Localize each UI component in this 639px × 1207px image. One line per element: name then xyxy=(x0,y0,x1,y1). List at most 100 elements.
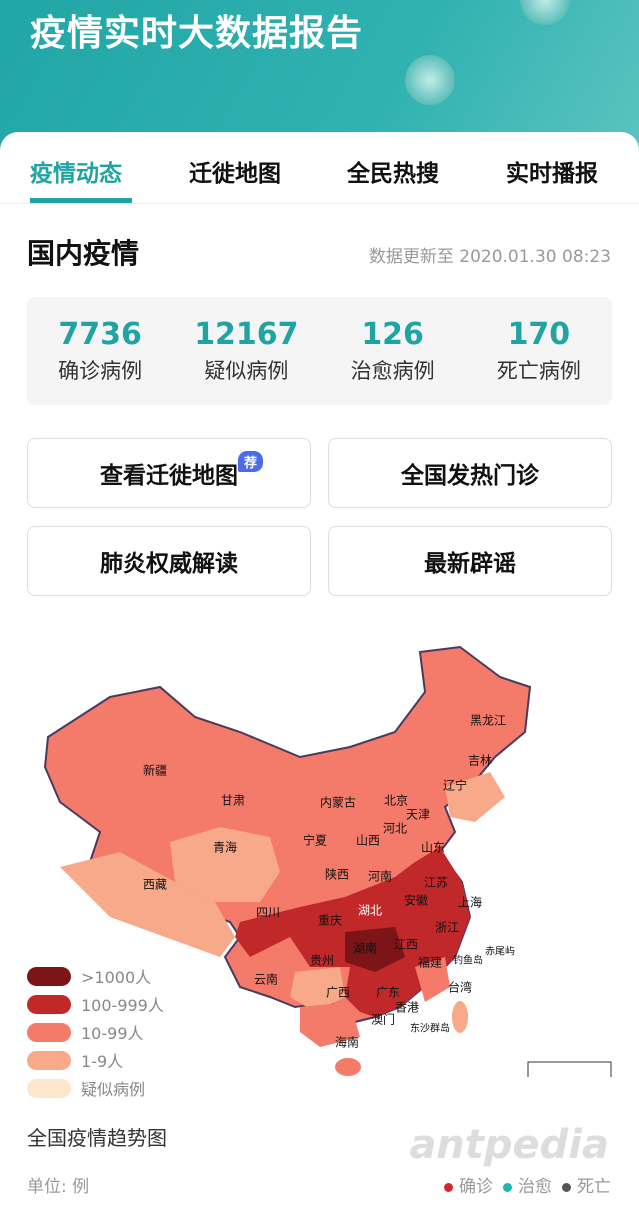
stat-value: 12167 xyxy=(194,317,299,352)
tab-migration-map[interactable]: 迁徙地图 xyxy=(189,161,281,187)
province-label[interactable]: 天津 xyxy=(405,807,431,822)
stat-deaths: 170 死亡病例 xyxy=(466,297,612,405)
legend-swatch xyxy=(27,1050,71,1070)
tab-epidemic[interactable]: 疫情动态 xyxy=(30,161,122,187)
region-jilin xyxy=(445,772,505,822)
tab-hot-search[interactable]: 全民热搜 xyxy=(347,161,439,187)
province-label[interactable]: 河南 xyxy=(367,869,393,884)
province-label[interactable]: 四川 xyxy=(255,905,281,920)
province-label[interactable]: 贵州 xyxy=(309,953,335,968)
legend-swatch xyxy=(27,1022,71,1042)
province-label[interactable]: 钓鱼岛 xyxy=(453,955,483,967)
region-qinghai xyxy=(170,827,280,902)
south-china-sea-inset xyxy=(527,1061,612,1077)
province-label[interactable]: 宁夏 xyxy=(302,833,328,848)
province-label[interactable]: 广东 xyxy=(375,985,401,1000)
watermark-logo: antpedia xyxy=(409,1122,609,1168)
stat-cured: 126 治愈病例 xyxy=(320,297,466,405)
stat-label: 治愈病例 xyxy=(350,359,435,383)
stat-label: 确诊病例 xyxy=(58,359,143,383)
china-map[interactable]: 黑龙江吉林辽宁 新疆甘肃 内蒙古 北京 天津 河北 山西 宁夏 青海 山东西藏 陕西 河南 江苏 上海 安徽… xyxy=(0,637,639,1077)
province-label[interactable]: 山西 xyxy=(355,833,381,848)
pneumonia-guide-button[interactable]: 肺炎权威解读 xyxy=(27,526,311,596)
button-label: 肺炎权威解读 xyxy=(100,551,238,577)
region-guizhou xyxy=(290,967,345,1012)
province-label[interactable]: 福建 xyxy=(417,955,443,970)
stat-value: 126 xyxy=(361,317,424,352)
province-label[interactable]: 陕西 xyxy=(324,867,350,882)
stat-label: 死亡病例 xyxy=(496,359,581,383)
series-deaths[interactable]: 死亡 xyxy=(562,1172,611,1197)
province-label[interactable]: 重庆 xyxy=(317,913,343,928)
province-label[interactable]: 台湾 xyxy=(447,980,473,995)
province-label[interactable]: 江苏 xyxy=(423,875,449,890)
stat-value: 170 xyxy=(507,317,571,352)
province-label[interactable]: 上海 xyxy=(457,895,483,910)
province-label[interactable]: 甘肃 xyxy=(220,793,246,808)
province-label[interactable]: 赤尾屿 xyxy=(485,946,515,958)
province-label[interactable]: 黑龙江 xyxy=(469,713,507,728)
province-label[interactable]: 辽宁 xyxy=(442,778,468,793)
legend-item: 疑似病例 xyxy=(27,1074,164,1102)
series-confirmed[interactable]: 确诊 xyxy=(444,1172,493,1197)
region-xizang xyxy=(60,852,235,957)
legend-item: 1-9人 xyxy=(27,1046,164,1074)
province-label[interactable]: 吉林 xyxy=(467,753,493,768)
province-label[interactable]: 安徽 xyxy=(403,893,429,908)
tab-live[interactable]: 实时播报 xyxy=(506,161,598,187)
map-legend: >1000人 100-999人 10-99人 1-9人 疑似病例 xyxy=(27,962,164,1102)
province-label[interactable]: 浙江 xyxy=(434,920,460,935)
legend-label: >1000人 xyxy=(81,968,152,987)
update-time: 数据更新至 2020.01.30 08:23 xyxy=(368,247,611,267)
legend-label: 疑似病例 xyxy=(81,1080,146,1099)
province-label[interactable]: 广西 xyxy=(325,985,351,1000)
stats-panel: 7736 确诊病例 12167 疑似病例 126 治愈病例 170 死亡病例 xyxy=(27,297,612,405)
province-label[interactable]: 澳门 xyxy=(370,1012,396,1027)
trend-unit: 单位: 例 xyxy=(27,1177,90,1197)
province-label[interactable]: 河北 xyxy=(382,821,408,836)
stat-label: 疑似病例 xyxy=(204,359,289,383)
trend-legend: 确诊 治愈 死亡 xyxy=(444,1172,611,1197)
button-label: 全国发热门诊 xyxy=(401,463,539,489)
province-label[interactable]: 山东 xyxy=(420,840,446,855)
legend-item: 10-99人 xyxy=(27,1018,164,1046)
button-label: 最新辟谣 xyxy=(424,551,516,577)
province-label[interactable]: 西藏 xyxy=(142,877,168,892)
province-label[interactable]: 东沙群岛 xyxy=(410,1023,450,1035)
legend-swatch xyxy=(27,1078,71,1098)
recommended-badge: 荐 xyxy=(238,451,264,472)
province-label[interactable]: 湖南 xyxy=(352,941,378,956)
province-label[interactable]: 海南 xyxy=(334,1035,360,1050)
province-label[interactable]: 青海 xyxy=(212,840,238,855)
map-shapes xyxy=(43,645,612,1077)
virus-icon xyxy=(405,55,455,105)
legend-item: >1000人 xyxy=(27,962,164,990)
region-guangxi xyxy=(300,1002,360,1047)
region-hubei xyxy=(345,927,405,972)
virus-icon xyxy=(520,0,570,25)
province-label[interactable]: 香港 xyxy=(394,1000,420,1015)
province-label[interactable]: 新疆 xyxy=(142,763,168,778)
legend-label: 100-999人 xyxy=(81,996,164,1015)
content-card: 疫情动态 迁徙地图 全民热搜 实时播报 国内疫情 数据更新至 2020.01.3… xyxy=(0,132,639,1207)
province-label[interactable]: 江西 xyxy=(393,937,419,952)
tab-bar: 疫情动态 迁徙地图 全民热搜 实时播报 xyxy=(0,132,639,204)
legend-label: 1-9人 xyxy=(81,1052,124,1071)
migration-map-button[interactable]: 查看迁徙地图荐 xyxy=(27,438,311,508)
region-taiwan xyxy=(452,1001,468,1033)
active-tab-indicator xyxy=(30,198,132,203)
legend-swatch xyxy=(27,966,71,986)
province-label[interactable]: 内蒙古 xyxy=(319,795,357,810)
legend-item: 100-999人 xyxy=(27,990,164,1018)
page-title: 疫情实时大数据报告 xyxy=(30,13,364,54)
province-label[interactable]: 湖北 xyxy=(357,903,383,918)
province-label[interactable]: 北京 xyxy=(383,793,409,808)
rumor-button[interactable]: 最新辟谣 xyxy=(328,526,612,596)
region-hainan xyxy=(335,1058,361,1076)
stat-suspected: 12167 疑似病例 xyxy=(173,297,319,405)
province-label[interactable]: 云南 xyxy=(253,972,279,987)
region-fujian xyxy=(415,957,450,1002)
stat-value: 7736 xyxy=(58,317,142,352)
series-cured[interactable]: 治愈 xyxy=(503,1172,552,1197)
fever-clinic-button[interactable]: 全国发热门诊 xyxy=(328,438,612,508)
